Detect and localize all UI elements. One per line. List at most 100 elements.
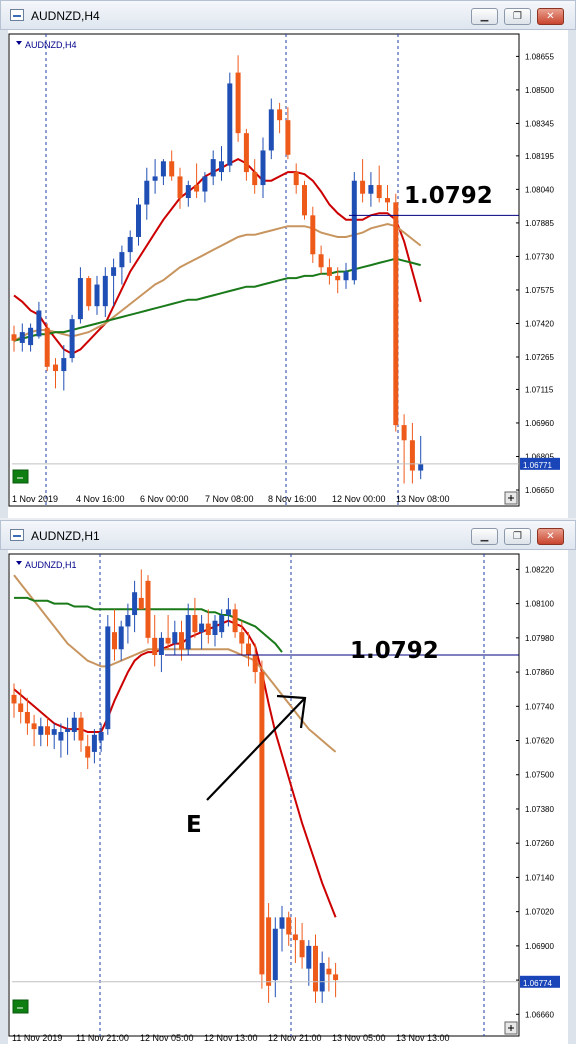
candle — [302, 185, 307, 216]
candle — [246, 643, 251, 655]
candle — [105, 626, 111, 730]
candle — [335, 275, 341, 281]
candle — [160, 161, 166, 177]
candle — [418, 464, 424, 471]
candle — [11, 334, 17, 341]
window-right-border — [568, 550, 576, 1044]
y-tick-label: 1.08220 — [525, 565, 554, 574]
x-tick-label: 13 Nov 05:00 — [332, 1033, 386, 1043]
candle — [310, 215, 316, 255]
candle — [69, 319, 75, 359]
y-tick-label: 1.07730 — [525, 252, 554, 261]
x-tick-label: 12 Nov 21:00 — [268, 1033, 322, 1043]
candle — [145, 580, 151, 638]
candle — [259, 672, 265, 975]
x-tick-label: 13 Nov 13:00 — [396, 1033, 450, 1043]
arrow-label: E — [186, 812, 202, 838]
y-tick-label: 1.06900 — [525, 942, 554, 951]
y-tick-label: 1.08195 — [525, 152, 554, 161]
chart-window-h1: AUDNZD,H1 ▁ ❐ ✕ 1.08220 1.08100 1.07980 1.0… — [0, 520, 576, 1044]
title-bar[interactable]: AUDNZD,H1 ▁ ❐ ✕ — [0, 520, 576, 550]
candle — [185, 185, 191, 199]
candle — [58, 731, 64, 741]
candle — [266, 917, 272, 986]
current-price-badge — [520, 975, 560, 988]
candle — [202, 176, 208, 192]
y-tick-label: 1.07980 — [525, 634, 554, 643]
y-tick-label: 1.06805 — [525, 452, 554, 461]
candle — [98, 731, 104, 741]
y-tick-label: 1.06960 — [525, 419, 554, 428]
y-tick-label: 1.07115 — [525, 385, 554, 394]
candle — [212, 620, 218, 635]
x-tick-label: 1 Nov 2019 — [12, 494, 58, 504]
candle — [318, 254, 324, 268]
candle — [102, 275, 108, 307]
x-tick-label: 12 Nov 05:00 — [140, 1033, 194, 1043]
close-button[interactable]: ✕ — [537, 528, 564, 545]
dropdown-triangle-icon[interactable] — [16, 41, 22, 45]
y-tick-label: 1.08100 — [525, 600, 554, 609]
chart-background — [0, 550, 576, 1044]
y-tick-label: 1.08345 — [525, 119, 554, 128]
one-click-trading-icon[interactable] — [12, 469, 29, 484]
candle — [401, 425, 407, 441]
candle — [112, 632, 117, 650]
candle — [285, 120, 291, 155]
symbol-label: AUDNZD,H4 — [25, 40, 77, 50]
candle — [326, 267, 332, 276]
minimize-button[interactable]: ▁ — [471, 8, 498, 25]
candle — [185, 615, 191, 650]
candle — [319, 962, 325, 992]
dropdown-triangle-icon[interactable] — [16, 561, 22, 565]
x-tick-label: 12 Nov 00:00 — [332, 494, 386, 504]
y-tick-label: 1.06650 — [525, 486, 554, 495]
y-tick-label: 1.07380 — [525, 805, 554, 814]
chart-background — [0, 30, 576, 518]
x-tick-label: 6 Nov 00:00 — [140, 494, 189, 504]
symbol-label: AUDNZD,H1 — [25, 560, 77, 570]
y-tick-label: 1.07420 — [525, 319, 554, 328]
arrow-head-icon — [276, 694, 307, 729]
candle — [144, 180, 150, 205]
candle — [210, 159, 216, 177]
candle — [18, 703, 24, 712]
candle — [292, 934, 298, 941]
candle — [36, 310, 42, 337]
window-left-border — [0, 550, 8, 1044]
window-right-border — [568, 30, 576, 518]
close-button[interactable]: ✕ — [537, 8, 564, 25]
chart-window-icon — [10, 529, 24, 541]
minimize-button[interactable]: ▁ — [471, 528, 498, 545]
candle — [409, 440, 415, 471]
y-tick-label: 1.07620 — [525, 737, 554, 746]
candle — [239, 632, 245, 644]
one-click-trading-icon[interactable] — [12, 999, 29, 1014]
candle — [277, 109, 283, 121]
y-tick-label: 1.08040 — [525, 185, 554, 194]
candle — [136, 204, 141, 237]
candle — [158, 637, 164, 655]
restore-button[interactable]: ❐ — [504, 8, 531, 25]
title-bar[interactable]: AUDNZD,H4 ▁ ❐ ✕ — [0, 0, 576, 30]
candle — [299, 940, 305, 958]
restore-button[interactable]: ❐ — [504, 528, 531, 545]
candle — [19, 332, 25, 343]
candle — [351, 180, 357, 281]
price-chart[interactable]: 1.08655 1.08500 1.08345 1.08195 1.08040 1.078… — [0, 30, 576, 518]
plot-frame — [8, 33, 520, 507]
candle — [11, 694, 17, 704]
x-tick-label: 11 Nov 2019 — [12, 1033, 62, 1043]
x-tick-label: 12 Nov 13:00 — [204, 1033, 258, 1043]
candle — [91, 734, 97, 752]
price-chart[interactable]: 1.08220 1.08100 1.07980 1.07860 1.07740 1.076… — [0, 550, 576, 1044]
candle — [111, 267, 117, 276]
candle — [51, 729, 57, 735]
candle — [179, 632, 184, 650]
candle — [368, 185, 374, 194]
candle — [94, 284, 100, 307]
candle — [235, 72, 241, 134]
current-price-badge — [520, 457, 560, 470]
y-tick-label: 1.07500 — [525, 771, 554, 780]
candle — [85, 746, 91, 758]
